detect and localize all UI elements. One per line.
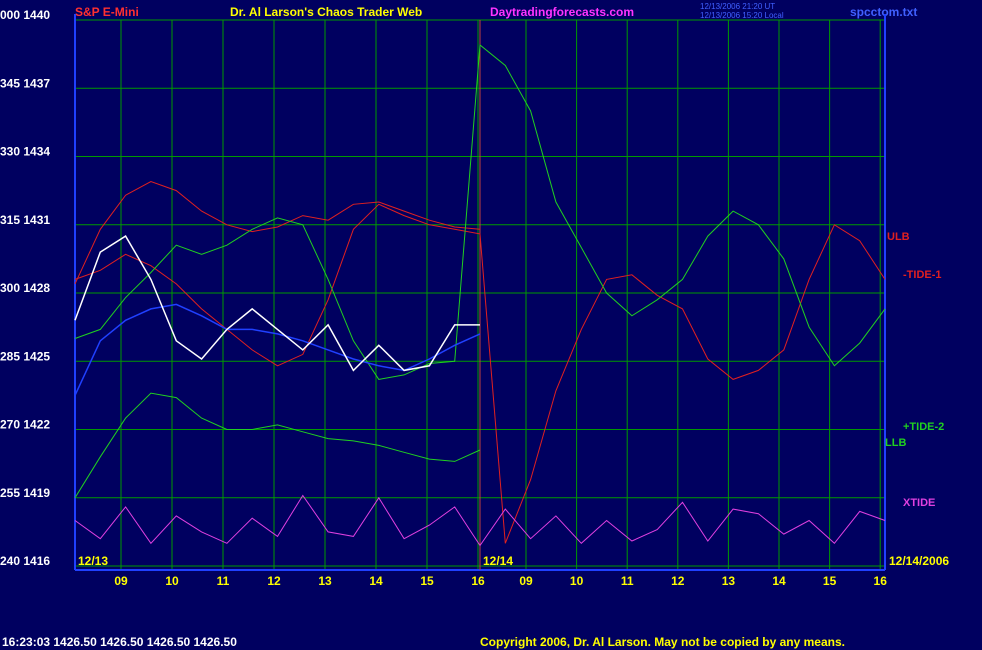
x-tick-label: 13 (318, 574, 332, 588)
series-line (74, 235, 480, 372)
y-tick-label: 000 1440 (0, 8, 50, 22)
y-tick-label: 315 1431 (0, 213, 50, 227)
y-tick-label: 300 1428 (0, 281, 50, 295)
y-tick-label: 270 1422 (0, 418, 50, 432)
series-line (74, 303, 481, 396)
chart-title: Dr. Al Larson's Chaos Trader Web (230, 5, 422, 19)
end-date: 12/14/2006 (889, 554, 949, 568)
legend-label: -TIDE-1 (903, 269, 942, 281)
x-tick-label: 11 (217, 574, 230, 588)
x-tick-label: 12 (671, 574, 685, 588)
x-tick-label: 10 (165, 574, 179, 588)
legend-label: XTIDE (903, 497, 935, 509)
x-tick-label: 16 (874, 574, 888, 588)
x-tick-label: 09 (519, 574, 533, 588)
file-name: spcctom.txt (850, 5, 917, 19)
x-tick-label: 16 (471, 574, 485, 588)
series-line (74, 392, 481, 499)
series-line (74, 180, 481, 285)
website: Daytradingforecasts.com (490, 5, 634, 19)
x-tick-label: 15 (420, 574, 434, 588)
x-tick-label: 15 (823, 574, 837, 588)
y-tick-label: 345 1437 (0, 76, 50, 90)
y-tick-label: 330 1434 (0, 145, 50, 159)
day-label: 12/14 (483, 554, 513, 568)
x-tick-label: 12 (267, 574, 281, 588)
copyright: Copyright 2006, Dr. Al Larson. May not b… (480, 635, 845, 649)
x-tick-label: 14 (369, 574, 383, 588)
legend-label: LLB (885, 437, 906, 449)
y-tick-label: 255 1419 (0, 486, 50, 500)
legend-label: ULB (887, 231, 910, 243)
timestamp-local: 12/13/2006 15:20 Local (700, 11, 784, 20)
x-tick-label: 13 (722, 574, 736, 588)
day-label: 12/13 (78, 554, 108, 568)
legend-label: +TIDE-2 (903, 421, 944, 433)
y-tick-label: 285 1425 (0, 349, 50, 363)
series-line (74, 203, 886, 544)
status: 16:23:03 1426.50 1426.50 1426.50 1426.50 (2, 635, 237, 649)
x-tick-label: 10 (570, 574, 584, 588)
timestamp-ut: 12/13/2006 21:20 UT (700, 2, 775, 11)
x-tick-label: 09 (114, 574, 128, 588)
series-line (74, 44, 886, 380)
y-tick-label: 240 1416 (0, 554, 50, 568)
x-tick-label: 14 (772, 574, 786, 588)
series-line (74, 494, 886, 547)
x-tick-label: 11 (621, 574, 634, 588)
symbol: S&P E-Mini (75, 5, 139, 19)
